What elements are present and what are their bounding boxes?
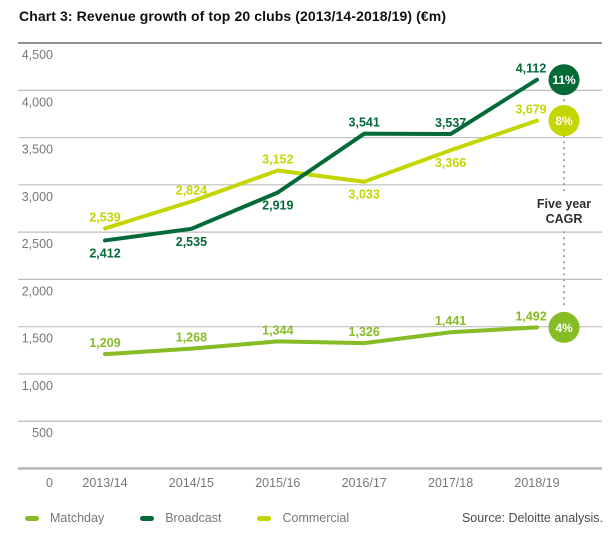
y-axis-label: 4,000 (22, 95, 53, 109)
x-axis-label: 2013/14 (82, 476, 127, 490)
y-axis-label: 1,000 (22, 379, 53, 393)
series-line-broadcast (103, 77, 539, 243)
data-label-commercial: 2,539 (89, 210, 120, 224)
cagr-annotation-label: Five year (537, 197, 591, 211)
cagr-annotation-label: CAGR (546, 212, 583, 226)
data-label-commercial: 2,824 (176, 183, 207, 197)
data-label-matchday: 1,326 (349, 325, 380, 339)
cagr-badge-commercial (548, 105, 580, 137)
legend-label: Matchday (50, 511, 105, 525)
y-axis-label: 2,000 (22, 284, 53, 298)
annotation-backing (531, 192, 597, 229)
legend-bar: Matchday Broadcast Commercial Source: Delo… (25, 511, 603, 525)
cagr-badge-matchday (548, 311, 580, 343)
data-label-broadcast: 2,535 (176, 235, 207, 249)
legend-swatch-icon (140, 515, 155, 521)
x-axis-label: 2015/16 (255, 476, 300, 490)
x-axis-label: 2017/18 (428, 476, 473, 490)
chart-title: Chart 3: Revenue growth of top 20 clubs … (19, 8, 447, 24)
data-label-commercial: 3,366 (435, 156, 466, 170)
y-axis-label: 4,500 (22, 48, 53, 62)
data-label-matchday: 1,344 (262, 323, 293, 337)
data-label-broadcast: 3,537 (435, 116, 466, 130)
data-label-matchday: 1,492 (515, 309, 546, 323)
data-label-broadcast: 3,541 (349, 116, 380, 130)
y-axis-label: 500 (32, 426, 53, 440)
data-label-broadcast: 2,412 (89, 246, 120, 260)
data-label-commercial: 3,033 (349, 188, 380, 202)
y-axis-label: 0 (46, 476, 53, 490)
cagr-badge-value: 4% (555, 321, 573, 335)
y-axis-label: 2,500 (22, 237, 53, 251)
cagr-badge-value: 8% (555, 114, 573, 128)
legend-swatch-icon (257, 515, 272, 521)
x-axis-label: 2018/19 (514, 476, 559, 490)
data-label-commercial: 3,152 (262, 152, 293, 166)
legend-item-commercial: Commercial (257, 511, 349, 525)
data-label-matchday: 1,209 (89, 336, 120, 350)
x-axis-label: 2014/15 (169, 476, 214, 490)
x-axis-label: 2016/17 (342, 476, 387, 490)
legend-item-broadcast: Broadcast (140, 511, 221, 525)
data-label-matchday: 1,268 (176, 331, 207, 345)
cagr-badge-value: 11% (552, 73, 576, 87)
data-label-broadcast: 4,112 (516, 62, 547, 76)
data-label-matchday: 1,441 (435, 314, 466, 328)
chart-legend: Matchday Broadcast Commercial (25, 511, 349, 525)
source-note: Source: Deloitte analysis. (461, 511, 603, 525)
y-axis-label: 1,500 (22, 332, 53, 346)
legend-label: Commercial (282, 511, 350, 525)
data-label-broadcast: 2,919 (262, 198, 293, 212)
legend-swatch-icon (25, 515, 39, 521)
series-line-matchday (103, 325, 539, 357)
legend-label: Broadcast (165, 511, 222, 525)
y-axis-label: 3,500 (22, 143, 53, 157)
cagr-badge-broadcast (548, 64, 580, 96)
series-line-commercial (103, 118, 539, 231)
y-axis-label: 3,000 (22, 190, 53, 204)
data-label-commercial: 3,679 (515, 103, 546, 117)
legend-item-matchday: Matchday (25, 511, 104, 525)
revenue-growth-line-chart: 4,500 4,000 3,500 3,000 2,500 2,000 1,500 1,000… (18, 42, 602, 490)
